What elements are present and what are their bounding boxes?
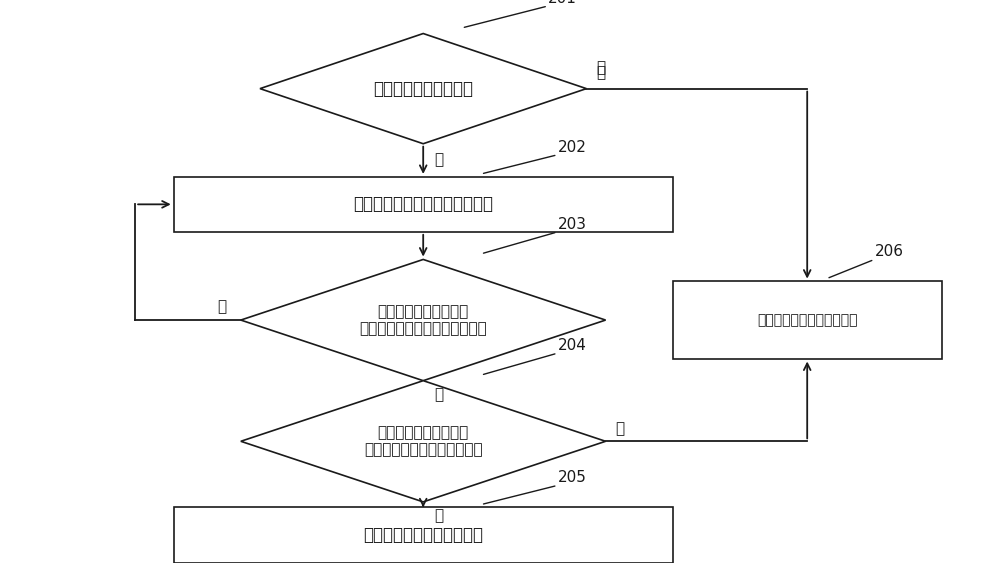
Polygon shape (241, 381, 606, 502)
Text: 获取待识别对象的当前人脸图像: 获取待识别对象的当前人脸图像 (353, 195, 493, 214)
Bar (174, 507, 673, 563)
Text: 否: 否 (217, 300, 226, 315)
Text: 是: 是 (435, 509, 444, 523)
Text: 202: 202 (558, 139, 586, 155)
Polygon shape (241, 259, 606, 381)
Text: 待识别对象的身份识别失败: 待识别对象的身份识别失败 (757, 313, 857, 327)
Text: 205: 205 (558, 470, 586, 486)
Text: 否: 否 (596, 65, 605, 80)
Text: 待识别对象是否为活体: 待识别对象是否为活体 (373, 80, 473, 98)
Bar (673, 281, 942, 359)
Text: 否: 否 (596, 60, 605, 75)
Text: 否: 否 (615, 421, 624, 436)
Polygon shape (260, 33, 586, 144)
Text: 是: 是 (435, 152, 444, 167)
Text: 201: 201 (548, 0, 577, 6)
Text: 待识别对象的身份识别成功: 待识别对象的身份识别成功 (363, 526, 483, 544)
Text: 206: 206 (874, 245, 903, 259)
Text: 待识别对象的当前人脸
图像与注册人脸图像是否匹配: 待识别对象的当前人脸 图像与注册人脸图像是否匹配 (364, 425, 483, 457)
Text: 是: 是 (435, 387, 444, 402)
Bar (174, 177, 673, 232)
Text: 204: 204 (558, 338, 586, 353)
Text: 当前人脸图像中的人脸
偏转角度是否小于预设角度阈值: 当前人脸图像中的人脸 偏转角度是否小于预设角度阈值 (359, 304, 487, 336)
Text: 203: 203 (558, 217, 587, 232)
